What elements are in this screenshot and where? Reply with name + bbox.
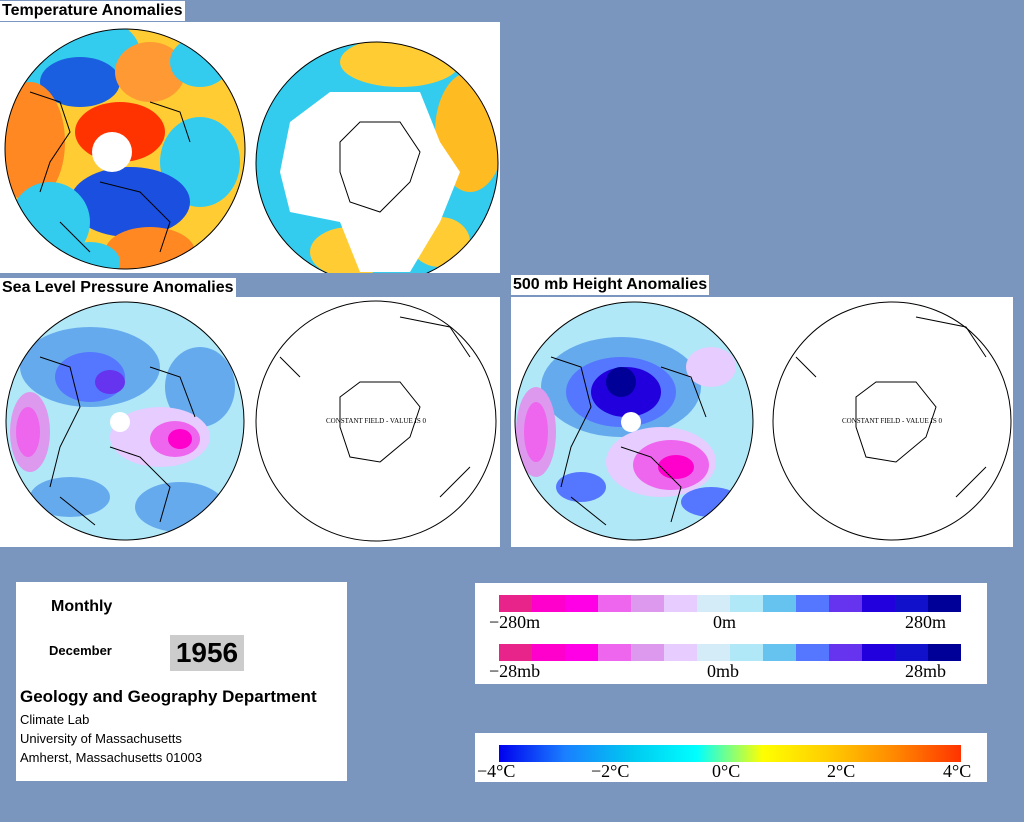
slp-panel: CONSTANT FIELD - VALUE IS 0	[0, 297, 500, 547]
slp-legend-swatch	[598, 644, 631, 661]
temp-legend-label-1: −2°C	[591, 761, 630, 781]
height500-south-constant-note: CONSTANT FIELD - VALUE IS 0	[842, 417, 942, 425]
height-legend-swatch	[928, 595, 961, 612]
temp-legend-label-2: 0°C	[712, 761, 741, 781]
anomaly-legend-box: −280m 0m 280m −28mb 0mb 28mb	[475, 583, 987, 684]
temperature-legend-box: −4°C −2°C 0°C 2°C 4°C	[475, 733, 987, 782]
period-label: Monthly	[51, 598, 113, 615]
year-label: 1956	[170, 635, 244, 671]
height-legend-swatch	[499, 595, 532, 612]
height-legend-swatch	[862, 595, 895, 612]
height-legend-swatch	[598, 595, 631, 612]
slp-legend-swatch	[664, 644, 697, 661]
height-legend-swatch	[532, 595, 565, 612]
slp-north-hemisphere-map	[6, 302, 244, 540]
height-legend-swatch	[730, 595, 763, 612]
temp-legend-label-4: 4°C	[943, 761, 972, 781]
slp-legend-swatch	[829, 644, 862, 661]
slp-legend-swatch	[862, 644, 895, 661]
height-legend-swatch	[895, 595, 928, 612]
height-legend-swatch	[631, 595, 664, 612]
height-legend-min: −280m	[489, 612, 541, 632]
slp-title: Sea Level Pressure Anomalies	[0, 278, 236, 298]
slp-legend-swatch	[532, 644, 565, 661]
slp-legend-swatch	[697, 644, 730, 661]
university-label: University of Massachusetts	[20, 731, 182, 746]
slp-legend-swatch	[730, 644, 763, 661]
height500-north-hemisphere-map	[515, 302, 753, 540]
month-label: December	[49, 643, 112, 658]
height-legend-max: 280m	[905, 612, 947, 632]
height-legend-swatch	[829, 595, 862, 612]
address-label: Amherst, Massachusetts 01003	[20, 750, 203, 765]
temperature-panel	[0, 22, 500, 285]
temp-south-hemisphere-map	[256, 42, 498, 284]
temp-legend-label-0: −4°C	[477, 761, 516, 781]
slp-legend-min: −28mb	[489, 661, 541, 681]
temperature-title: Temperature Anomalies	[0, 1, 185, 21]
temp-north-hemisphere-map	[5, 29, 245, 269]
slp-legend-swatch	[895, 644, 928, 661]
slp-legend-swatch	[796, 644, 829, 661]
slp-legend-mid: 0mb	[707, 661, 740, 681]
height-legend-swatch	[664, 595, 697, 612]
department-label: Geology and Geography Department	[20, 687, 317, 706]
info-box: Monthly December 1956 Geology and Geogra…	[16, 582, 347, 781]
slp-legend-max: 28mb	[905, 661, 947, 681]
height-legend-swatch	[763, 595, 796, 612]
slp-south-hemisphere-map	[255, 300, 497, 542]
height-legend-mid: 0m	[713, 612, 737, 632]
temperature-legend-bar	[499, 745, 961, 762]
slp-legend-swatch	[763, 644, 796, 661]
slp-legend-swatch	[565, 644, 598, 661]
temperature-maps	[4, 28, 499, 285]
height500-title: 500 mb Height Anomalies	[511, 275, 710, 295]
slp-south-constant-note: CONSTANT FIELD - VALUE IS 0	[326, 417, 426, 425]
height-legend-bar	[499, 595, 961, 612]
lab-label: Climate Lab	[20, 712, 90, 727]
height-legend-swatch	[697, 595, 730, 612]
slp-legend-swatch	[631, 644, 664, 661]
height-legend-swatch	[565, 595, 598, 612]
slp-legend-swatch	[499, 644, 532, 661]
slp-legend-swatch	[928, 644, 961, 661]
height500-south-hemisphere-map	[772, 301, 1012, 541]
slp-legend-bar	[499, 644, 961, 661]
height-legend-swatch	[796, 595, 829, 612]
height500-maps: CONSTANT FIELD - VALUE IS 0	[514, 301, 1012, 541]
slp-maps: CONSTANT FIELD - VALUE IS 0	[5, 300, 497, 542]
height500-panel: CONSTANT FIELD - VALUE IS 0	[511, 297, 1013, 547]
temp-legend-label-3: 2°C	[827, 761, 856, 781]
